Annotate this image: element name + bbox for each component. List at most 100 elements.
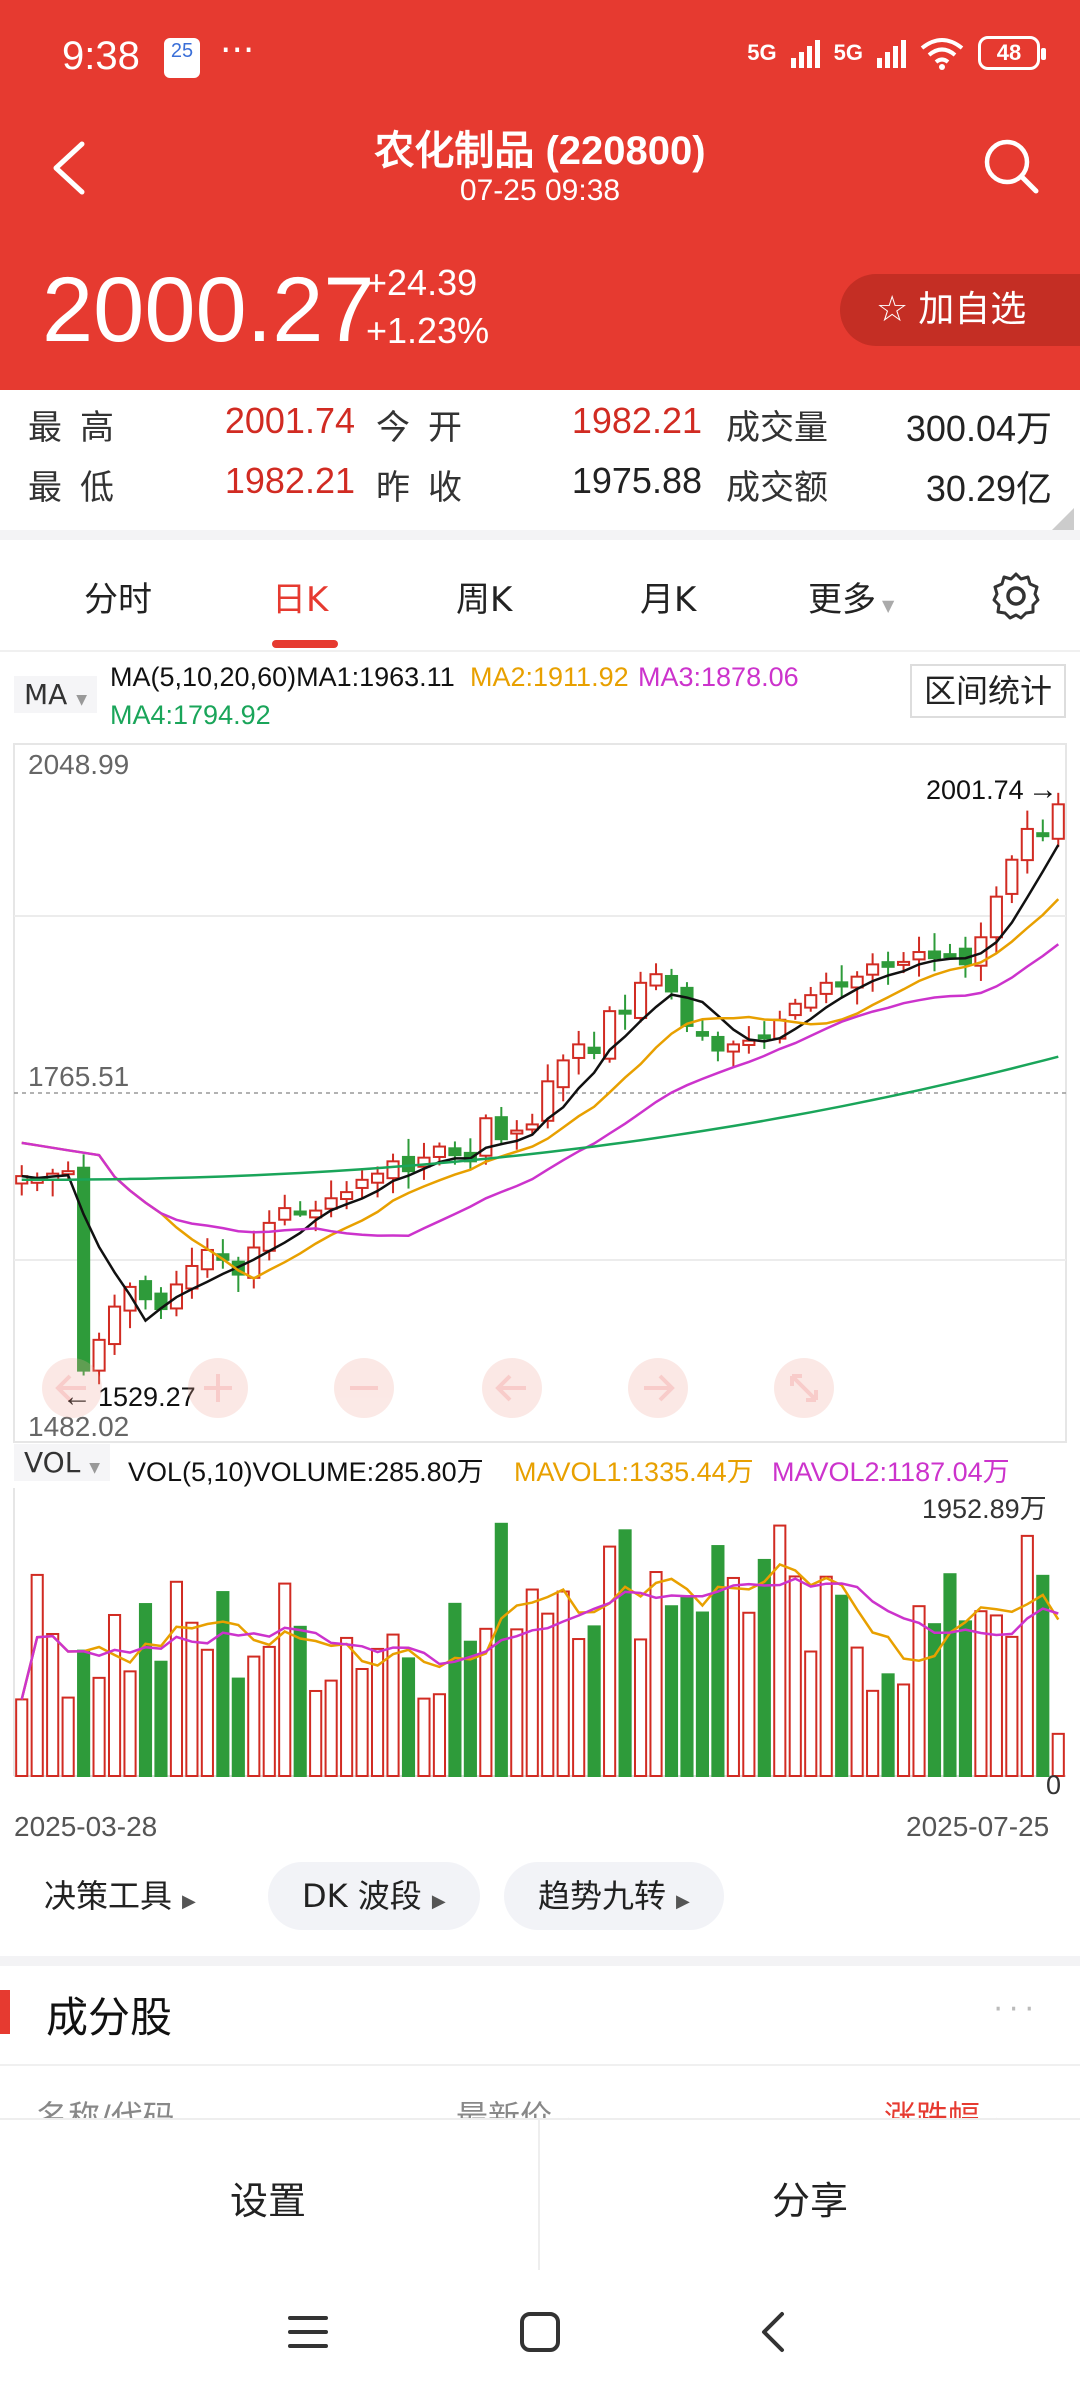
tab-monthly-k[interactable]: 月K [640,580,697,620]
y-mid-label: 1765.51 [28,1061,129,1092]
volume-bar [974,1610,988,1777]
menu-icon[interactable] [286,2310,330,2354]
candle-body [587,1046,601,1054]
candle-body [61,1170,75,1176]
gear-icon[interactable] [990,570,1042,622]
home-icon[interactable] [518,2310,562,2354]
indicator-selector[interactable]: MA ▼ [14,676,97,713]
candle-body [649,973,663,987]
chevron-down-icon: ▼ [89,1460,100,1476]
candle-body [324,1197,338,1210]
volume-bar [216,1591,230,1778]
candle-body [633,981,648,1019]
volume-label: 成交量 [726,408,828,448]
volume-bars [15,1522,1065,1778]
tab-intraday[interactable]: 分时 [84,580,152,620]
calendar-icon: 25 [164,38,200,78]
candle-body [77,1166,91,1372]
section-accent [0,1990,10,2034]
volume-zero-label: 0 [1046,1770,1061,1800]
volume-bar [680,1596,694,1777]
candle-body [185,1264,199,1290]
scroll-right-button [628,1358,688,1418]
date-start-label: 2025-03-28 [14,1811,157,1842]
volume-bar [896,1683,911,1777]
candlesticks [15,792,1065,1385]
candle-body [603,1010,617,1060]
candle-body [278,1207,292,1221]
y-max-label: 2048.99 [28,749,129,780]
quote-timestamp: 07-25 09:38 [459,174,621,207]
tab-more-label: 更多 [808,580,876,620]
volume-bar [1005,1635,1019,1777]
candle-body [804,994,818,1009]
candle-body [432,1145,447,1158]
volume-bar [881,1673,895,1778]
low-value: 1982.21 [224,460,355,501]
candle-body [92,1338,106,1372]
candle-body [974,936,988,967]
candle-body [896,960,911,966]
divider [0,1956,1080,1966]
candle-body [386,1160,400,1180]
candle-body [1020,827,1034,862]
volume-bar [247,1655,261,1777]
ma1-line [21,844,1060,1323]
candle-body [881,961,895,968]
high-marker: 2001.74 [926,775,1024,805]
volume-bar [262,1645,276,1777]
candle-body [448,1147,462,1157]
chart-grid [13,743,1067,1443]
indicator-selector-label: MA [24,678,68,711]
amount-value: 30.29亿 [925,468,1052,509]
more-options-icon[interactable]: ··· [993,1992,1040,2027]
trend-nine-button[interactable]: 趋势九转 ▶ [504,1862,724,1930]
candle-body [370,1172,385,1184]
range-stats-button[interactable]: 区间统计 [910,664,1066,718]
volume-bar [138,1603,153,1777]
volume-bar [15,1698,29,1778]
zoom-in-button [188,1358,248,1418]
active-tab-indicator [272,640,338,648]
caret-right-icon: ▶ [676,1891,690,1912]
add-watchlist-button[interactable]: ☆ 加自选 [840,274,1080,346]
scroll-left-button [482,1358,542,1418]
dk-band-button[interactable]: DK 波段 ▶ [268,1862,480,1930]
open-label: 今开 [376,408,480,448]
back-arrow-icon[interactable] [44,138,94,198]
tab-daily-k[interactable]: 日K [272,580,329,620]
high-marker-arrow-icon: → [1028,773,1058,806]
chevron-down-icon: ▼ [76,692,87,708]
signal-icon [790,38,820,68]
search-icon[interactable] [980,135,1042,197]
volume-indicator-selector[interactable]: VOL ▼ [14,1444,110,1481]
expand-corner-icon[interactable] [1052,508,1074,530]
kline-chart[interactable]: 2048.99 1765.51 1482.02 2001.74 → ← 1529… [0,730,1080,1850]
settings-button[interactable]: 设置 [230,2179,307,2223]
tab-more[interactable]: 更多 ▼ [808,572,894,621]
volume-bar [773,1524,787,1777]
decision-tools-button[interactable]: 决策工具 ▶ [44,1862,196,1930]
volume-bar [46,1632,60,1778]
volume-bar [633,1638,648,1777]
candle-body [309,1209,323,1219]
candle-body [262,1221,276,1252]
caret-right-icon: ▶ [431,1891,446,1912]
volume-bar [850,1646,864,1778]
candle-body [989,895,1003,939]
tab-weekly-k[interactable]: 周K [456,580,513,620]
volume-bar [61,1696,75,1777]
star-icon: ☆ [876,289,909,330]
caret-right-icon: ▶ [182,1891,196,1912]
volume-bar [618,1529,632,1777]
back-icon[interactable] [752,2310,796,2354]
fullscreen-button [774,1358,834,1418]
volume-bar [603,1545,617,1778]
add-watchlist-label: 加自选 [918,289,1027,330]
volume-bar [401,1657,416,1777]
candle-body [711,1035,725,1052]
volume-bar [77,1649,91,1777]
volume-bar [989,1614,1003,1777]
volume-bar [587,1625,601,1777]
share-button[interactable]: 分享 [772,2179,849,2223]
